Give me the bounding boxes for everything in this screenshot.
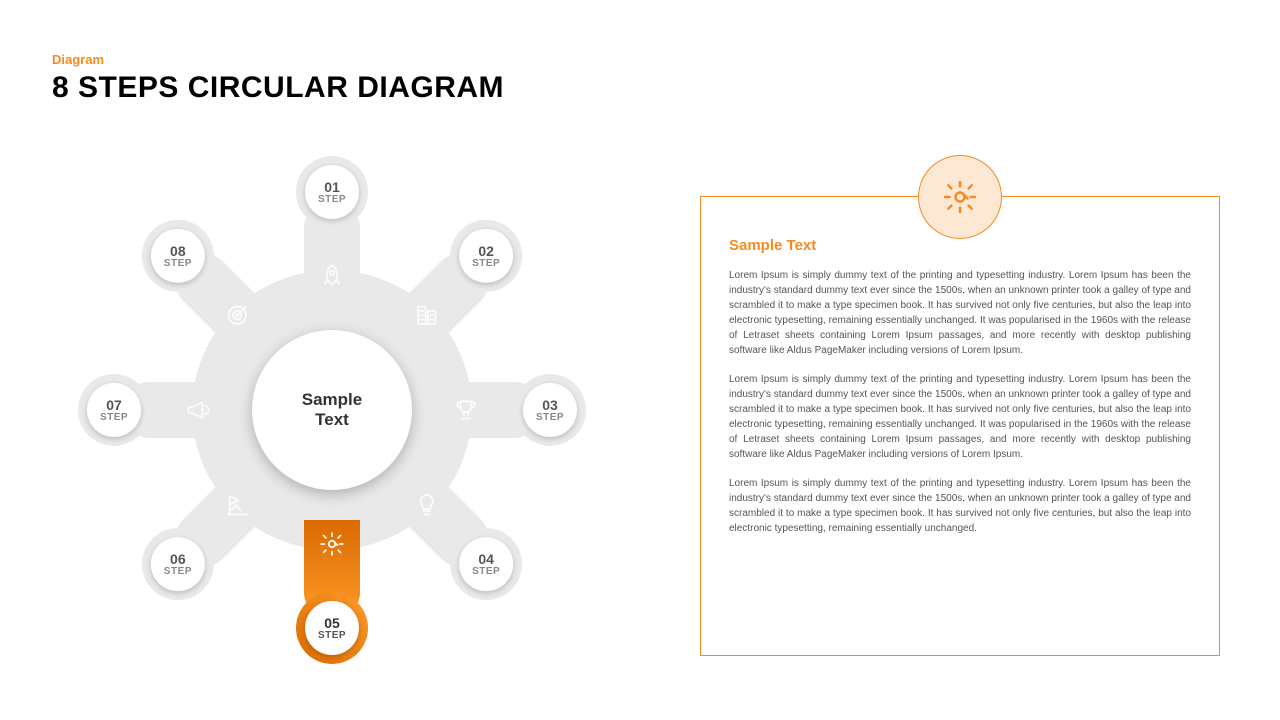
step-number: 06 (170, 552, 186, 566)
rocket-icon (318, 262, 346, 290)
step-node-01[interactable]: 01STEP (296, 156, 368, 228)
step-node-03[interactable]: 03STEP (514, 374, 586, 446)
gear-icon (318, 530, 346, 558)
step-number: 01 (324, 180, 340, 194)
subtitle: Diagram (52, 52, 504, 67)
hub-label: Sample Text (302, 390, 362, 430)
panel-paragraph: Lorem Ipsum is simply dummy text of the … (729, 268, 1191, 358)
detail-panel: Sample Text Lorem Ipsum is simply dummy … (700, 196, 1220, 656)
step-number: 02 (478, 243, 494, 257)
step-label: STEP (164, 257, 192, 268)
step-label: STEP (318, 194, 346, 205)
panel-heading: Sample Text (729, 237, 1191, 254)
step-number: 08 (170, 243, 186, 257)
step-label: STEP (536, 412, 564, 423)
header: Diagram 8 STEPS CIRCULAR DIAGRAM (52, 52, 504, 105)
step-number: 07 (106, 398, 122, 412)
building-icon (413, 301, 441, 329)
step-label: STEP (100, 412, 128, 423)
step-label: STEP (472, 566, 500, 577)
step-label: STEP (318, 630, 346, 641)
step-label: STEP (472, 257, 500, 268)
flag-icon (223, 491, 251, 519)
target-icon (223, 301, 251, 329)
panel-paragraph: Lorem Ipsum is simply dummy text of the … (729, 372, 1191, 462)
bulb-icon (413, 491, 441, 519)
hub-center: Sample Text (252, 330, 412, 490)
panel-body: Lorem Ipsum is simply dummy text of the … (729, 268, 1191, 536)
circular-diagram: 01STEP02STEP03STEP04STEP05STEP06STEP07ST… (52, 130, 612, 690)
panel-paragraph: Lorem Ipsum is simply dummy text of the … (729, 476, 1191, 536)
step-number: 03 (542, 398, 558, 412)
step-number: 05 (324, 616, 340, 630)
step-node-07[interactable]: 07STEP (78, 374, 150, 446)
megaphone-icon (184, 396, 212, 424)
page-title: 8 STEPS CIRCULAR DIAGRAM (52, 71, 504, 105)
step-label: STEP (164, 566, 192, 577)
gear-icon (918, 155, 1002, 239)
step-number: 04 (478, 552, 494, 566)
step-node-05[interactable]: 05STEP (296, 592, 368, 664)
trophy-icon (452, 396, 480, 424)
